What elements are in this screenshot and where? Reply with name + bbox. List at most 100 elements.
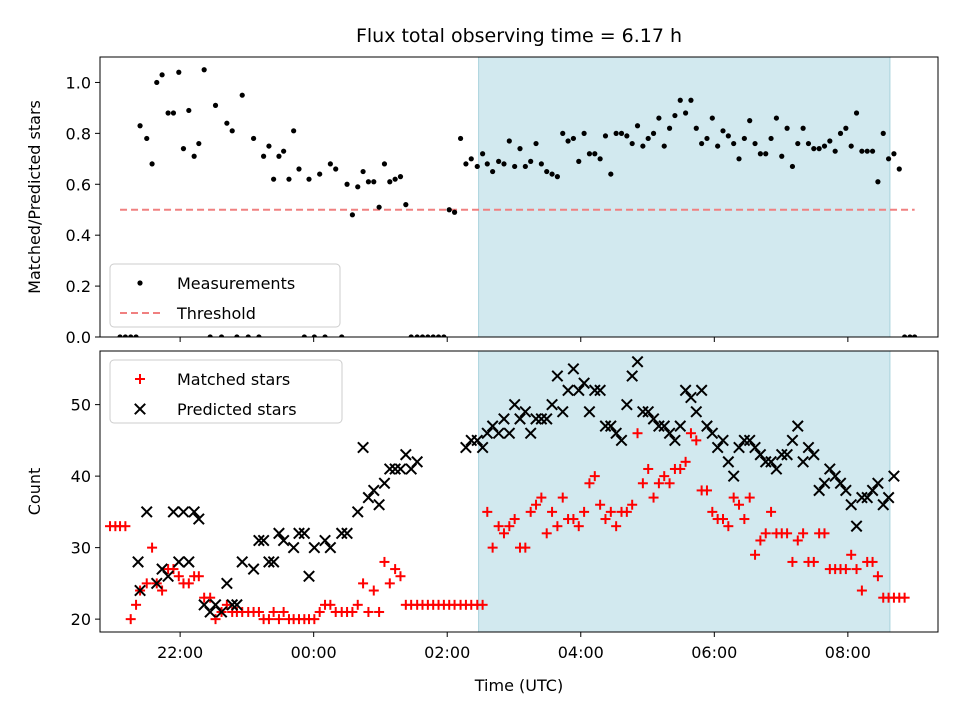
predicted-point bbox=[759, 455, 772, 468]
measurements-point bbox=[360, 168, 366, 175]
matched-point bbox=[734, 499, 745, 510]
matched-point bbox=[664, 478, 675, 489]
measurements-point bbox=[805, 140, 812, 147]
predicted-point bbox=[551, 370, 564, 382]
x-tick-label: 22:00 bbox=[157, 643, 203, 662]
matched-point bbox=[766, 506, 777, 517]
measurements-point bbox=[170, 110, 177, 116]
predicted-point bbox=[765, 455, 777, 468]
legend-predicted-swatch bbox=[134, 403, 146, 415]
y-tick-label: 40 bbox=[71, 467, 91, 486]
predicted-point bbox=[319, 534, 331, 547]
measurements-point bbox=[144, 135, 150, 142]
predicted-point bbox=[818, 477, 831, 490]
matched-point bbox=[253, 606, 264, 617]
predicted-point bbox=[562, 384, 574, 397]
predicted-point bbox=[802, 441, 815, 454]
predicted-point bbox=[727, 470, 740, 483]
predicted-point bbox=[850, 520, 863, 533]
matched-point bbox=[846, 549, 857, 560]
predicted-point bbox=[378, 477, 391, 490]
measurements-point bbox=[339, 334, 345, 337]
matched-point bbox=[600, 514, 611, 525]
predicted-point bbox=[781, 448, 794, 461]
measurements-point bbox=[528, 158, 534, 164]
predicted-point bbox=[749, 441, 761, 454]
predicted-point bbox=[293, 527, 305, 540]
measurements-point bbox=[816, 146, 822, 152]
predicted-point bbox=[829, 470, 842, 483]
measurements-point bbox=[397, 174, 404, 180]
predicted-point bbox=[411, 455, 424, 468]
matched-point bbox=[680, 456, 691, 467]
matched-point bbox=[787, 556, 798, 567]
measurements-point bbox=[245, 334, 251, 337]
matched-point bbox=[573, 521, 584, 532]
matched-point bbox=[717, 514, 728, 525]
predicted-point bbox=[162, 570, 175, 583]
x-tick-label: 08:00 bbox=[825, 643, 871, 662]
matched-point bbox=[899, 592, 910, 603]
matched-point bbox=[552, 521, 563, 532]
matched-point bbox=[568, 514, 579, 525]
measurements-point bbox=[512, 163, 518, 170]
predicted-point bbox=[658, 420, 671, 432]
predicted-point bbox=[743, 434, 756, 447]
measurements-point bbox=[256, 334, 262, 337]
measurements-point bbox=[349, 212, 356, 218]
measurements-point bbox=[586, 151, 593, 157]
y-axis-label: Count bbox=[25, 468, 44, 516]
measurements-point bbox=[747, 118, 753, 124]
predicted-point bbox=[722, 455, 735, 468]
measurements-point bbox=[549, 171, 555, 177]
measurements-point bbox=[229, 128, 235, 134]
measurements-point bbox=[725, 133, 731, 139]
predicted-point bbox=[572, 384, 585, 397]
chart-title: Flux total observing time = 6.17 h bbox=[356, 25, 682, 47]
matched-point bbox=[147, 542, 158, 553]
y-tick-label: 0.4 bbox=[66, 226, 91, 245]
observing-window-span bbox=[478, 350, 891, 633]
predicted-point bbox=[383, 463, 396, 475]
measurements-point bbox=[207, 334, 213, 337]
measurements-point bbox=[832, 148, 838, 154]
measurements-point bbox=[864, 148, 870, 154]
predicted-point bbox=[642, 405, 655, 418]
measurements-point bbox=[565, 138, 571, 144]
matched-point bbox=[193, 571, 204, 582]
measurements-point bbox=[387, 179, 393, 185]
predicted-point bbox=[362, 491, 375, 504]
measurements-point bbox=[376, 204, 382, 210]
matched-point bbox=[509, 514, 520, 525]
predicted-point bbox=[695, 384, 708, 397]
predicted-point bbox=[134, 584, 146, 597]
measurements-point bbox=[484, 161, 490, 167]
matched-point bbox=[536, 492, 547, 503]
measurements-point bbox=[629, 140, 635, 147]
predicted-point bbox=[399, 448, 412, 461]
count-panel: 20 30 40 50 22:00 00:00 02:00 04:00 06:00 08:00 Co… bbox=[25, 350, 939, 662]
measurements-point bbox=[446, 207, 452, 213]
predicted-point bbox=[588, 384, 601, 397]
matched-point bbox=[621, 506, 632, 517]
matched-point bbox=[755, 535, 766, 546]
measurements-point bbox=[693, 125, 699, 131]
matched-point bbox=[205, 592, 216, 603]
predicted-point bbox=[775, 448, 788, 461]
measurements-point bbox=[176, 69, 182, 75]
predicted-point bbox=[652, 420, 665, 432]
matched-point bbox=[168, 564, 179, 575]
matched-point bbox=[856, 585, 867, 596]
measurements-point bbox=[414, 334, 420, 337]
predicted-point bbox=[866, 484, 879, 497]
predicted-point bbox=[556, 405, 569, 418]
predicted-point bbox=[823, 463, 836, 475]
matched-point bbox=[728, 492, 739, 503]
predicted-point bbox=[871, 477, 884, 490]
measurements-point bbox=[677, 97, 683, 103]
y-tick-label: 30 bbox=[71, 539, 91, 558]
measurements-point bbox=[128, 334, 134, 337]
measurements-point bbox=[640, 143, 646, 149]
predicted-point bbox=[845, 498, 858, 511]
